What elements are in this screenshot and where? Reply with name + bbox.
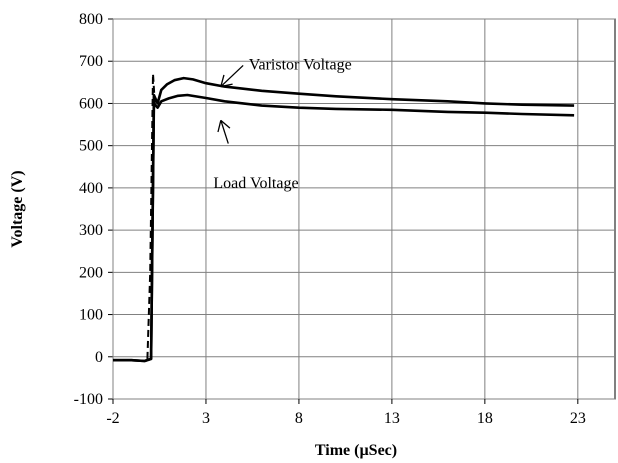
annotations: Varistor Voltage Load Voltage	[213, 57, 351, 192]
y-tick-label: 200	[79, 264, 103, 281]
x-tick-label: -2	[106, 410, 119, 427]
x-axis-title: Time (µSec)	[315, 442, 397, 459]
varistor_label-arrowhead	[220, 83, 233, 88]
x-tick-label: 3	[202, 410, 210, 427]
plot-area	[112, 18, 616, 400]
grid	[108, 18, 615, 404]
tick-labels: -100 0 100 200 300 400 500 600 700 800 -2 3 8 13 18 23	[74, 11, 586, 427]
load_label-annotation: Load Voltage	[213, 175, 298, 192]
y-axis-title: Voltage (V)	[9, 170, 26, 247]
series-group	[113, 72, 575, 363]
y-tick-label: 0	[95, 349, 103, 366]
y-tick-label: 800	[79, 11, 103, 28]
y-tick-label: 700	[79, 53, 103, 70]
y-tick-label: 100	[79, 307, 103, 324]
load_label-arrowhead	[220, 119, 231, 129]
x-tick-label: 23	[570, 410, 586, 427]
load_label-arrow	[220, 120, 229, 144]
varistor_label-arrow	[220, 64, 244, 88]
y-tick-label: 600	[79, 95, 103, 112]
load_label-arrowhead	[217, 120, 222, 133]
y-tick-label: 300	[79, 222, 103, 239]
load-series-line	[113, 93, 575, 363]
varistor_label-arrowhead	[220, 74, 225, 87]
source-series-line	[146, 72, 156, 359]
y-tick-label: 500	[79, 138, 103, 155]
x-tick-label: 13	[384, 410, 400, 427]
varistor_label-annotation: Varistor Voltage	[249, 57, 352, 74]
y-tick-label: 400	[79, 180, 103, 197]
x-tick-label: 18	[477, 410, 493, 427]
y-tick-label: -100	[74, 391, 103, 408]
x-tick-label: 8	[295, 410, 303, 427]
